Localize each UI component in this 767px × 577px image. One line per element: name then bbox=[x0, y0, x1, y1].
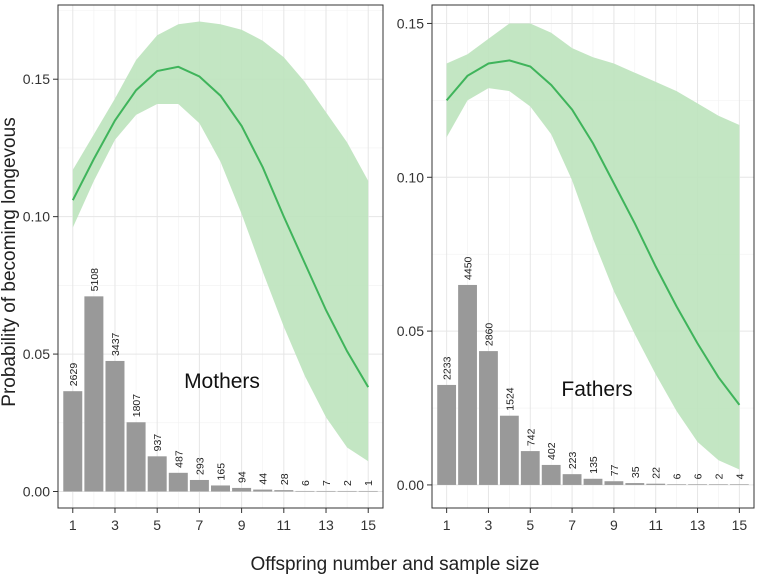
mothers-bar bbox=[295, 490, 315, 492]
fathers-bar bbox=[729, 484, 749, 485]
fathers-bar-label: 402 bbox=[546, 442, 558, 460]
mothers-bar-label: 1 bbox=[363, 480, 375, 486]
mothers-bar bbox=[126, 422, 146, 492]
fathers-bar-label: 2 bbox=[713, 473, 725, 479]
fathers-bar bbox=[646, 483, 666, 485]
mothers-bar bbox=[168, 472, 188, 492]
mothers-bar-label: 487 bbox=[173, 450, 185, 468]
mothers-bar bbox=[274, 490, 294, 492]
mothers-bar bbox=[232, 487, 252, 492]
fathers-bar-label: 135 bbox=[588, 456, 600, 474]
mothers-y-tick-label: 0.00 bbox=[23, 484, 50, 500]
mothers-bar-label: 2629 bbox=[68, 363, 80, 387]
fathers-bar bbox=[458, 284, 477, 485]
mothers-x-tick-label: 7 bbox=[195, 517, 203, 533]
mothers-confidence-ribbon bbox=[72, 21, 369, 462]
mothers-x-tick-label: 5 bbox=[153, 517, 161, 533]
fathers-y-tick-label: 0.05 bbox=[397, 323, 424, 339]
fathers-bar bbox=[479, 351, 498, 485]
mothers-bar-label: 165 bbox=[216, 463, 228, 481]
fathers-bar bbox=[541, 464, 561, 485]
mothers-bar-label: 7 bbox=[321, 480, 333, 486]
mothers-x-tick-label: 9 bbox=[238, 517, 246, 533]
fathers-bar bbox=[688, 484, 707, 485]
mothers-bar bbox=[253, 489, 273, 492]
fathers-bar bbox=[499, 415, 519, 485]
mothers-bar-label: 94 bbox=[237, 471, 249, 483]
mothers-bar bbox=[211, 485, 230, 492]
mothers-y-tick-label: 0.15 bbox=[23, 71, 50, 87]
fathers-bar bbox=[604, 481, 624, 485]
fathers-bar-label: 4450 bbox=[463, 256, 475, 280]
mothers-fitted-line bbox=[71, 65, 370, 388]
fathers-bar bbox=[625, 483, 645, 485]
mothers-x-tick-label: 15 bbox=[360, 517, 376, 533]
mothers-panel-border bbox=[57, 4, 384, 509]
mothers-bar bbox=[147, 456, 167, 492]
mothers-bar bbox=[358, 490, 378, 492]
fathers-x-tick-label: 7 bbox=[568, 517, 576, 533]
mothers-bar bbox=[189, 479, 209, 492]
fathers-bar-label: 22 bbox=[651, 467, 663, 479]
mothers-x-tick-label: 1 bbox=[69, 517, 77, 533]
y-axis-title: Probability of becoming longevous bbox=[0, 117, 20, 406]
fathers-panel-border bbox=[431, 4, 755, 509]
fathers-bar-label: 6 bbox=[672, 473, 684, 479]
mothers-bar bbox=[63, 391, 83, 492]
fathers-bar-label: 4 bbox=[734, 473, 746, 479]
mothers-bar-label: 937 bbox=[152, 434, 164, 452]
fathers-y-tick-label: 0.00 bbox=[397, 477, 424, 493]
fathers-y-tick-label: 0.15 bbox=[397, 15, 424, 31]
mothers-bar bbox=[337, 490, 357, 492]
fathers-x-tick-label: 11 bbox=[648, 517, 663, 533]
mothers-bar bbox=[84, 296, 104, 492]
fathers-x-tick-label: 3 bbox=[485, 517, 493, 533]
mothers-panel-title: Mothers bbox=[184, 370, 260, 393]
mothers-bar-label: 44 bbox=[258, 473, 270, 485]
mothers-bar-label: 1807 bbox=[131, 394, 143, 418]
fathers-bar-label: 1524 bbox=[504, 387, 516, 411]
fathers-confidence-ribbon bbox=[446, 23, 740, 470]
mothers-x-tick-label: 3 bbox=[111, 517, 119, 533]
fathers-bar-label: 35 bbox=[630, 466, 642, 478]
mothers-y-tick-label: 0.05 bbox=[23, 346, 50, 362]
x-axis-title: Offspring number and sample size bbox=[250, 554, 539, 575]
mothers-bar-label: 2 bbox=[342, 480, 354, 486]
fathers-x-tick-label: 9 bbox=[610, 517, 618, 533]
mothers-bar-label: 6 bbox=[300, 480, 312, 486]
fathers-bar-label: 2860 bbox=[483, 323, 495, 347]
fathers-bar bbox=[667, 484, 687, 485]
mothers-bar-label: 28 bbox=[279, 473, 291, 485]
fathers-fitted-line bbox=[445, 59, 741, 406]
fathers-bar bbox=[520, 451, 540, 485]
fathers-x-tick-label: 1 bbox=[443, 517, 451, 533]
fathers-bar bbox=[437, 384, 457, 485]
fathers-panel-title: Fathers bbox=[561, 378, 632, 401]
fathers-x-tick-label: 5 bbox=[526, 517, 534, 533]
fathers-x-tick-label: 15 bbox=[732, 517, 748, 533]
mothers-bar-label: 293 bbox=[194, 457, 206, 475]
fathers-bar-label: 223 bbox=[567, 451, 579, 469]
fathers-bar bbox=[562, 474, 582, 485]
fathers-y-tick-label: 0.10 bbox=[397, 169, 424, 185]
mothers-bar-label: 5108 bbox=[89, 268, 101, 292]
mothers-y-tick-label: 0.10 bbox=[23, 209, 50, 225]
mothers-bar-label: 3437 bbox=[110, 332, 122, 356]
fathers-bar-label: 77 bbox=[609, 464, 621, 476]
mothers-bar bbox=[105, 360, 125, 492]
mothers-x-tick-label: 13 bbox=[318, 517, 334, 533]
fathers-bar bbox=[709, 484, 728, 485]
fathers-bar-label: 2233 bbox=[442, 356, 454, 380]
fathers-x-tick-label: 13 bbox=[690, 517, 706, 533]
fathers-bar-label: 742 bbox=[525, 428, 537, 446]
fathers-bar bbox=[583, 478, 603, 485]
mothers-x-tick-label: 11 bbox=[277, 517, 292, 533]
mothers-bar bbox=[316, 490, 336, 492]
fathers-bar-label: 6 bbox=[693, 473, 705, 479]
